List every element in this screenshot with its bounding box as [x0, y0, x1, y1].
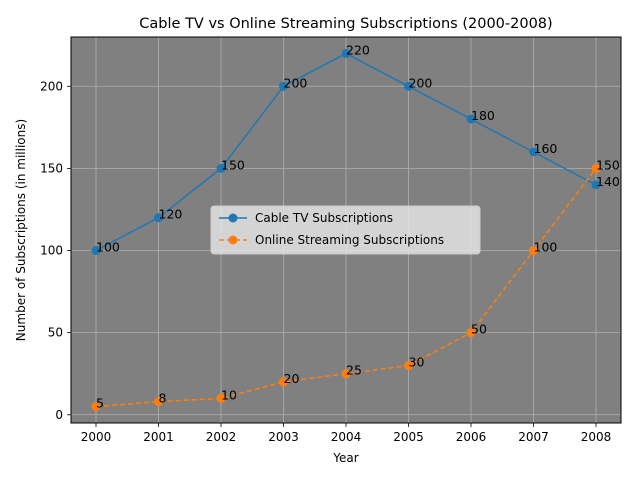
y-tick-label: 0 [55, 408, 63, 422]
x-tick-label: 2003 [268, 430, 299, 444]
y-tick-label: 150 [40, 161, 63, 175]
y-tick-label: 100 [40, 244, 63, 258]
series-layer [91, 48, 601, 412]
data-label: 220 [346, 42, 370, 57]
data-point [216, 393, 226, 403]
legend-label-streaming: Online Streaming Subscriptions [255, 233, 444, 247]
chart-title: Cable TV vs Online Streaming Subscriptio… [139, 16, 552, 32]
data-point [529, 147, 538, 157]
data-label: 180 [471, 108, 495, 123]
data-point [529, 246, 538, 256]
data-labels: 100 120 150 200 220 200 180 160 140 5 8 10 20 25 30 50 1… [96, 42, 620, 410]
legend-marker-cable [228, 213, 238, 223]
legend-marker-streaming [228, 235, 238, 245]
x-tick-label: 2001 [143, 430, 174, 444]
y-axis-ticks: 0 50 100 150 200 [40, 79, 71, 422]
legend-label-cable: Cable TV Subscriptions [255, 211, 393, 225]
data-label: 5 [96, 396, 104, 411]
data-point [154, 213, 163, 223]
legend-box [210, 205, 481, 255]
data-point [279, 81, 288, 91]
data-label: 150 [221, 157, 245, 172]
x-tick-label: 2008 [581, 430, 612, 444]
data-label: 8 [159, 391, 167, 406]
data-label: 10 [221, 387, 237, 402]
x-tick-label: 2006 [456, 430, 487, 444]
legend: Cable TV Subscriptions Online Streaming … [210, 205, 481, 255]
data-label: 100 [534, 240, 558, 255]
data-point [91, 246, 101, 256]
data-label: 30 [409, 355, 425, 370]
y-tick-label: 50 [48, 326, 63, 340]
data-label: 20 [284, 371, 300, 386]
x-axis-ticks: 2000 2001 2002 2003 2004 2005 2006 2007 2008 [81, 423, 612, 444]
data-point [466, 114, 476, 124]
data-point [216, 163, 226, 173]
data-label: 200 [409, 75, 433, 90]
x-tick-label: 2004 [331, 430, 362, 444]
data-point [91, 402, 101, 412]
x-tick-label: 2005 [393, 430, 424, 444]
x-tick-label: 2002 [206, 430, 237, 444]
data-point [154, 397, 163, 407]
data-label: 200 [284, 75, 308, 90]
y-tick-label: 200 [40, 79, 63, 93]
data-point [404, 361, 413, 371]
data-point [591, 163, 601, 173]
data-point [591, 180, 601, 190]
data-point [404, 81, 413, 91]
data-label: 100 [96, 240, 120, 255]
data-label: 120 [159, 207, 183, 222]
data-point [466, 328, 476, 338]
x-tick-label: 2000 [81, 430, 112, 444]
data-label: 50 [471, 322, 487, 337]
data-label: 140 [596, 174, 620, 189]
data-point [279, 377, 288, 387]
data-label: 25 [346, 363, 362, 378]
data-point [341, 48, 351, 58]
data-label: 150 [596, 157, 620, 172]
x-tick-label: 2007 [518, 430, 549, 444]
y-axis-label: Number of Subscriptions (in millions) [14, 119, 28, 341]
x-axis-label: Year [332, 451, 358, 465]
data-point [341, 369, 351, 379]
data-label: 160 [534, 141, 558, 156]
